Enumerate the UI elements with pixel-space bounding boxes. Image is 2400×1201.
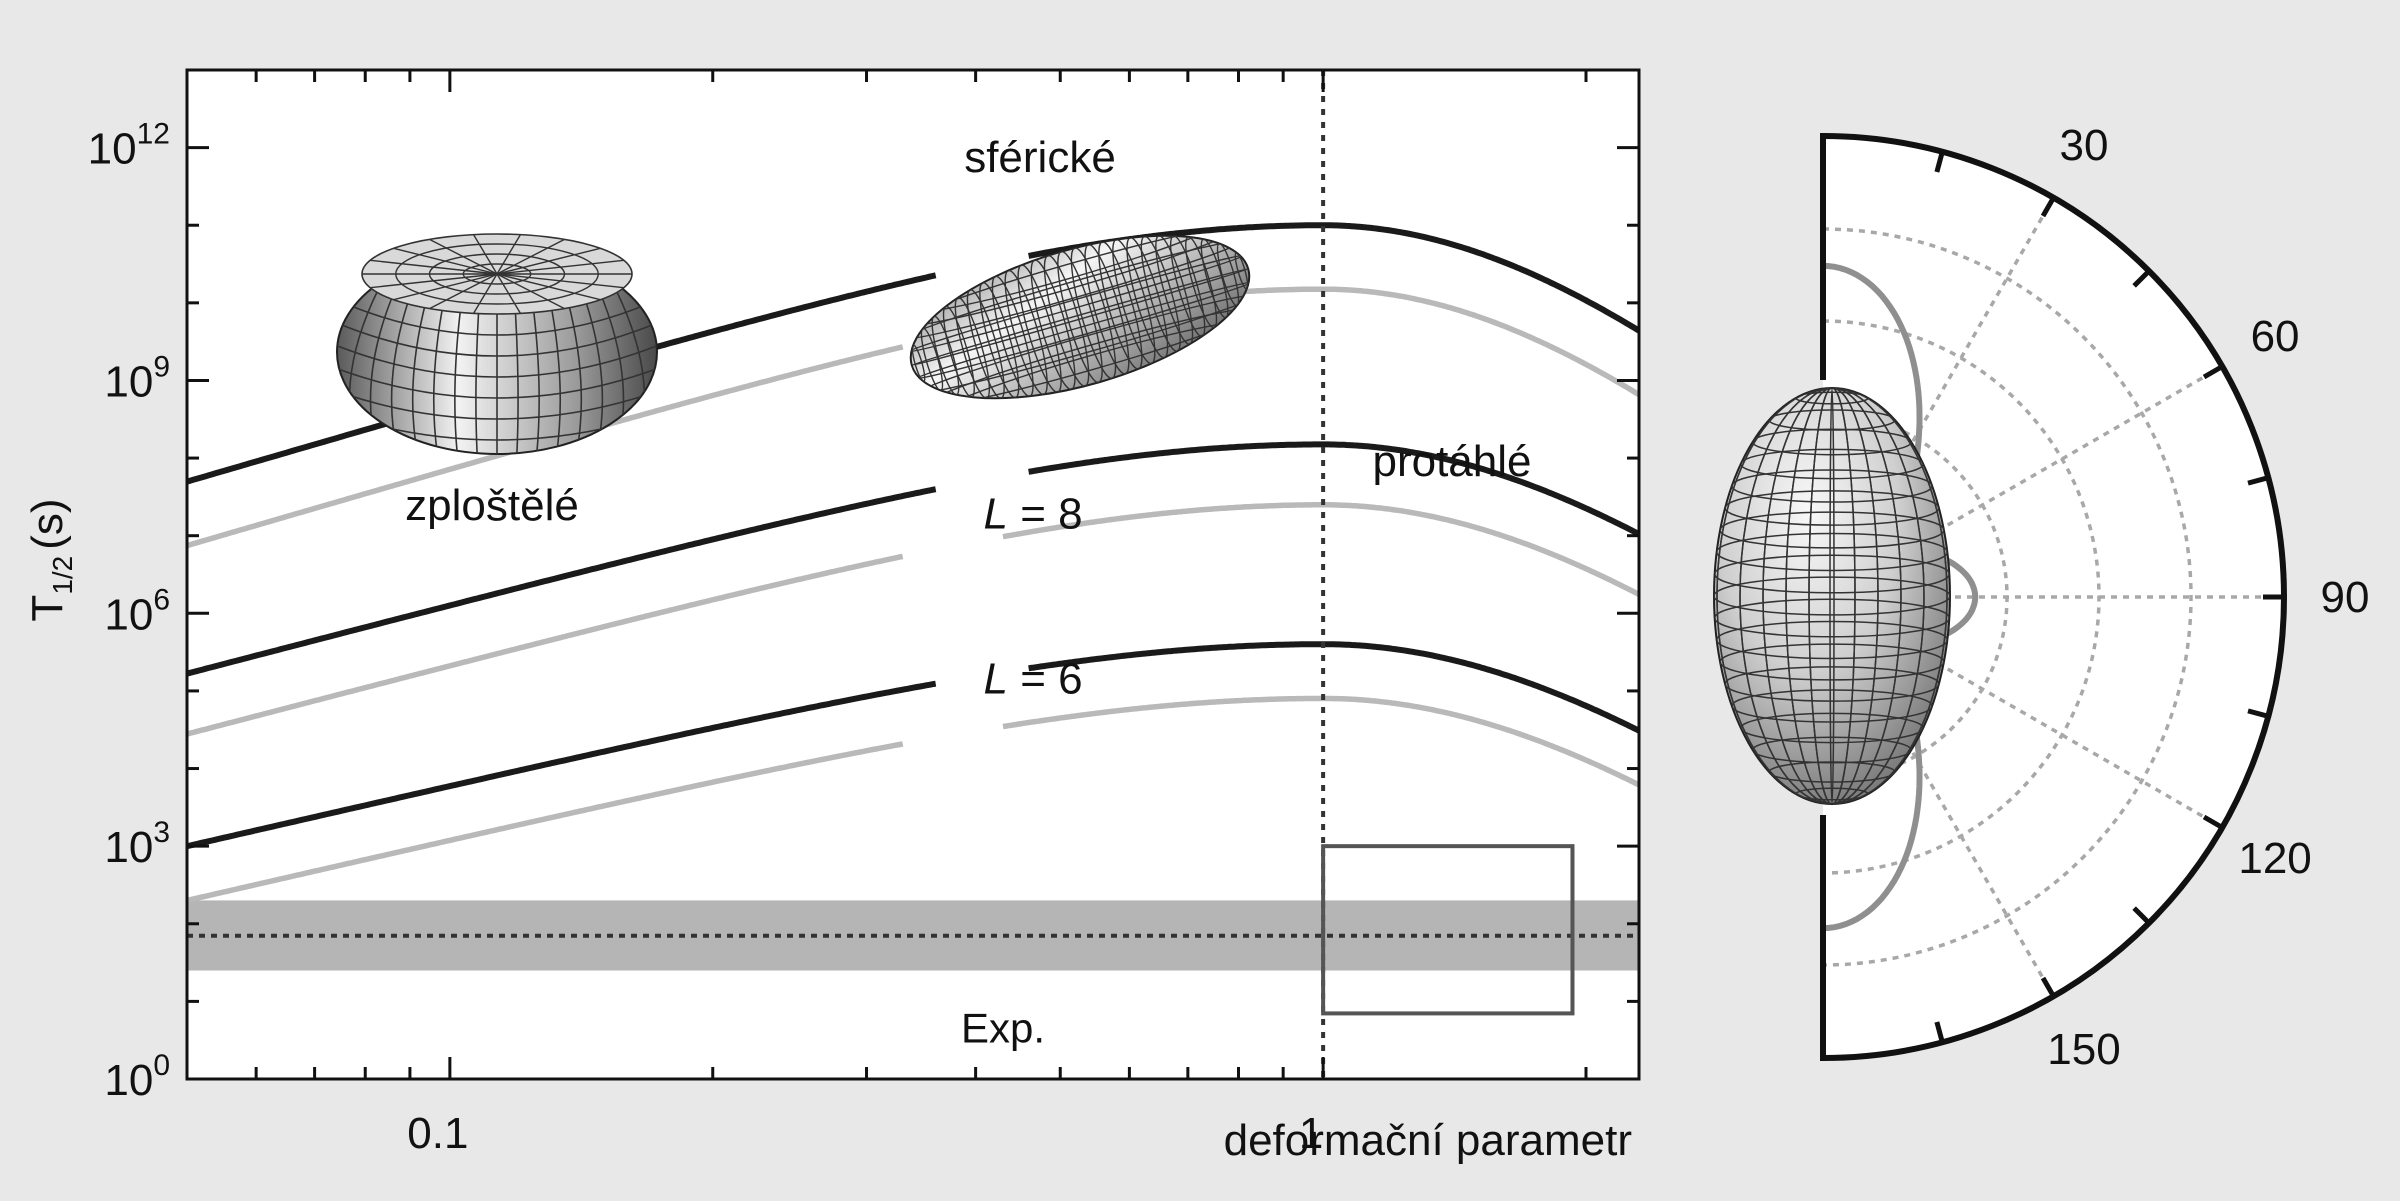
- polar-tick: [2247, 708, 2268, 719]
- polar-ring: [1822, 227, 2193, 967]
- polar-tick: [1934, 152, 1945, 173]
- polar-angle-label: 120: [2238, 834, 2311, 883]
- polar-tick: [2132, 906, 2151, 925]
- x-axis-label: deformační parametr: [1224, 1116, 1632, 1165]
- curve-label: L = 6: [983, 654, 1082, 703]
- experiment-label: Exp.: [961, 1004, 1045, 1051]
- y-tick-label-exponent: 0: [153, 1049, 170, 1082]
- axes-frame: [185, 68, 1641, 1081]
- curve-label-symbol: L: [983, 489, 1007, 538]
- polar-tick: [2247, 475, 2268, 486]
- y-tick-label: 106: [104, 583, 170, 639]
- polar-tick: [2040, 197, 2056, 218]
- curve-L8-dark-segment-2: [1028, 441, 1639, 537]
- y-tick-label-base: 10: [104, 1056, 153, 1105]
- polar-angle-label: 150: [2047, 1025, 2120, 1074]
- prolate-label: protáhlé: [1372, 437, 1531, 486]
- polar-ring: [1822, 319, 2101, 875]
- curve-L6-dark-segment-1: [187, 680, 937, 850]
- y-tick-label: 109: [104, 350, 170, 406]
- polar-angle-labels: 30 60 90 120 150: [2047, 121, 2369, 1074]
- polar-curve: [1822, 262, 1979, 932]
- polar-plot: 30 60 90 120 150: [1713, 121, 2369, 1074]
- spherical-label: sférické: [964, 133, 1116, 182]
- axis-ticks: [185, 68, 1639, 1081]
- polar-outer-arc: [1822, 133, 2287, 1061]
- y-tick-label-exponent: 12: [137, 118, 170, 151]
- polar-tick: [1934, 1021, 1945, 1042]
- polar-tick: [2202, 814, 2223, 830]
- y-tick-label-base: 10: [104, 590, 153, 639]
- y-tick-label-exponent: 9: [153, 350, 170, 383]
- y-axis-label-subscript: 1/2: [47, 556, 78, 595]
- series-layer: [187, 222, 1639, 904]
- y-axis-label: T1/2 (s): [23, 498, 78, 621]
- curve-label-value: = 6: [1008, 654, 1083, 703]
- polar-tick: [2040, 976, 2056, 997]
- y-tick-label-exponent: 6: [153, 583, 170, 616]
- curve-label: L = 8: [983, 489, 1082, 538]
- polar-angle-label: 60: [2251, 312, 2300, 361]
- oblate-spheroid-illustration: [336, 233, 658, 455]
- y-tick-label: 100: [104, 1049, 170, 1105]
- curve-L6-light-segment-1: [187, 741, 904, 904]
- polar-angle-label: 90: [2321, 573, 2370, 622]
- y-tick-label-base: 10: [104, 823, 153, 872]
- polar-spheroid-illustration: [1713, 387, 1951, 805]
- x-tick-label: 1: [1299, 1109, 1323, 1158]
- y-axis-label-main: T: [23, 595, 72, 622]
- curve-L8-light-segment-2: [1002, 502, 1639, 597]
- polar-angle-ticks: [1934, 152, 2283, 1042]
- x-tick-labels: 0.1 1: [407, 1109, 1323, 1158]
- curve-label-symbol: L: [983, 654, 1007, 703]
- curve-label-value: = 8: [1008, 489, 1083, 538]
- y-tick-label-base: 10: [104, 357, 153, 406]
- curve-L6-light-segment-2: [1002, 695, 1639, 788]
- curve-L6-dark-segment-2: [1028, 641, 1639, 734]
- polar-tick: [2202, 364, 2223, 380]
- y-tick-label: 103: [104, 816, 170, 872]
- y-tick-label-base: 10: [88, 125, 137, 174]
- y-axis-label-unit: (s): [23, 498, 72, 549]
- y-tick-label: 1012: [88, 118, 170, 174]
- curve-L8-dark-segment-1: [187, 486, 937, 677]
- polar-angle-label: 30: [2060, 121, 2109, 170]
- highlight-box: [1321, 844, 1575, 1016]
- oblate-label: zploštělé: [405, 481, 579, 530]
- x-tick-label: 0.1: [407, 1109, 468, 1158]
- curve-L8-light-segment-1: [187, 553, 904, 737]
- polar-tick: [2132, 269, 2151, 288]
- y-tick-label-exponent: 3: [153, 816, 170, 849]
